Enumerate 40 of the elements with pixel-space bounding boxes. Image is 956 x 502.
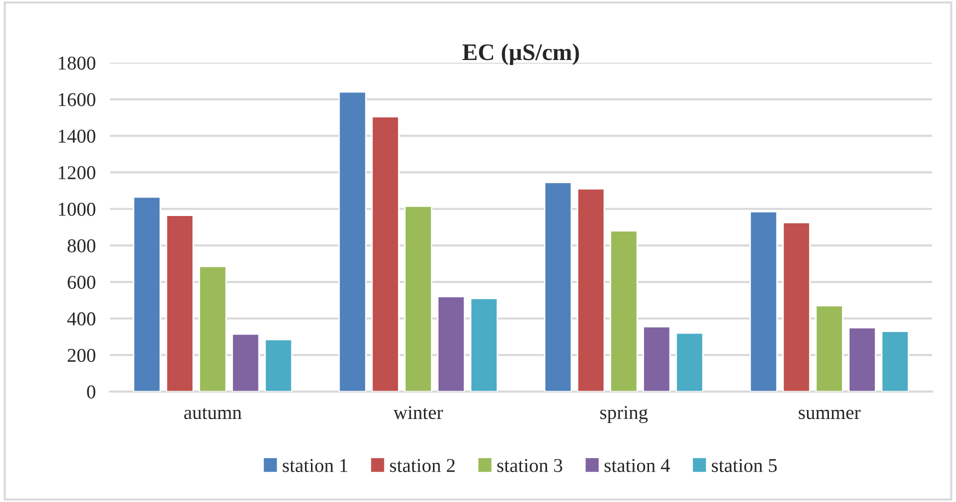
legend-label: station 1 <box>282 459 348 472</box>
legend-label: station 2 <box>390 459 455 472</box>
y-tick-label: 1800 <box>58 56 96 70</box>
bar <box>881 330 910 392</box>
x-tick-label: spring <box>600 406 648 424</box>
legend-label: station 3 <box>497 459 562 472</box>
bar <box>848 326 876 392</box>
bar <box>371 116 400 392</box>
bar <box>232 333 260 392</box>
bar <box>750 210 778 392</box>
y-tick-label: 1200 <box>58 166 96 180</box>
bar <box>676 332 704 392</box>
bar <box>642 326 671 392</box>
x-tick-label: summer <box>798 410 860 420</box>
bar <box>198 266 227 392</box>
bar <box>782 222 810 392</box>
y-tick-label: 600 <box>68 276 96 289</box>
y-tick-label: 800 <box>68 239 96 252</box>
x-tick-label: winter <box>393 406 443 420</box>
bar <box>610 230 638 392</box>
bar <box>264 338 293 392</box>
y-tick-label: 200 <box>68 348 96 362</box>
y-tick-label: 400 <box>67 312 96 326</box>
chart-title: EC (µS/cm) <box>462 44 579 65</box>
y-tick-label: 1600 <box>58 93 96 106</box>
legend-label: station 5 <box>712 459 777 472</box>
legend-label: station 4 <box>604 459 670 472</box>
bar <box>470 298 498 392</box>
y-tick-label: 1000 <box>58 202 96 216</box>
bar <box>544 182 572 392</box>
bar <box>404 205 432 392</box>
bar <box>815 305 844 392</box>
x-tick-label: autumn <box>184 408 242 420</box>
y-tick-label: 1400 <box>58 130 96 143</box>
bar <box>166 214 194 392</box>
bar <box>437 296 466 392</box>
bar <box>576 188 605 392</box>
bar <box>132 196 161 392</box>
bar <box>338 91 367 392</box>
y-tick-label: 0 <box>87 385 96 398</box>
